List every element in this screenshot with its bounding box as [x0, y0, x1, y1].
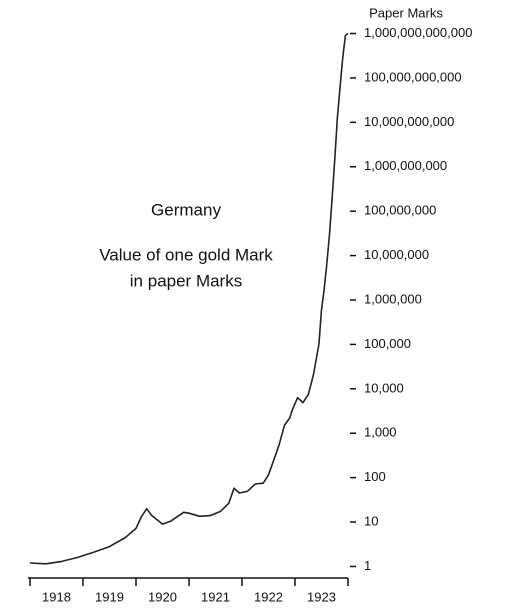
x-tick-label: 1919 — [95, 589, 124, 604]
x-tick-label: 1920 — [148, 589, 177, 604]
chart-subtitle: in paper Marks — [130, 271, 242, 290]
y-tick-label: 100 — [364, 469, 386, 484]
y-tick-label: 10,000 — [364, 380, 404, 395]
y-tick-label: 10,000,000 — [364, 247, 429, 262]
y-axis-label: Paper Marks — [369, 5, 443, 20]
x-tick-label: 1923 — [307, 589, 336, 604]
chart-subtitle: Value of one gold Mark — [99, 245, 273, 264]
y-tick-label: 100,000,000,000 — [364, 69, 462, 84]
x-tick-label: 1921 — [201, 589, 230, 604]
chart-title: Germany — [151, 200, 221, 219]
y-tick-label: 1,000,000,000,000 — [364, 25, 472, 40]
y-tick-label: 10 — [364, 513, 378, 528]
x-tick-label: 1922 — [254, 589, 283, 604]
x-tick-label: 1918 — [42, 589, 71, 604]
y-tick-label: 1 — [364, 558, 371, 573]
y-tick-label: 100,000 — [364, 336, 411, 351]
y-tick-label: 10,000,000,000 — [364, 114, 454, 129]
y-tick-label: 1,000,000 — [364, 291, 422, 306]
y-tick-label: 1,000 — [364, 425, 397, 440]
y-tick-label: 100,000,000 — [364, 203, 436, 218]
y-tick-label: 1,000,000,000 — [364, 158, 447, 173]
line-series — [29, 32, 349, 565]
